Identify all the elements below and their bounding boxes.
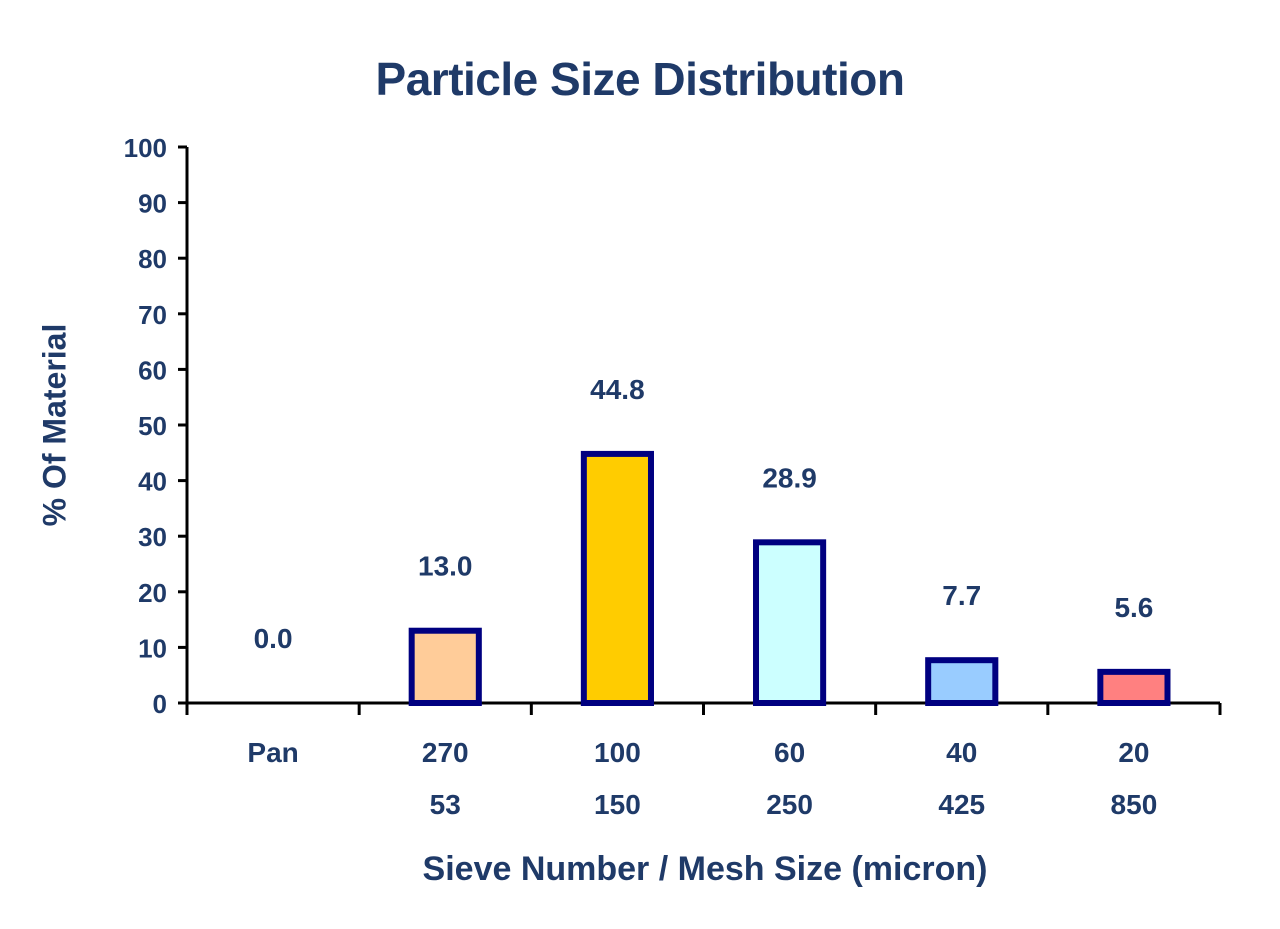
data-label: 0.0	[254, 623, 293, 654]
y-tick-label: 20	[138, 578, 167, 608]
x-tick-label-sieve: 40	[946, 737, 977, 768]
x-tick-label-sieve: 60	[774, 737, 805, 768]
x-tick-label-sieve: Pan	[247, 737, 298, 768]
bar	[580, 450, 654, 706]
data-label: 44.8	[590, 374, 645, 405]
data-label: 13.0	[418, 551, 473, 582]
x-tick-label-mesh: 250	[766, 789, 813, 820]
y-tick-label: 0	[153, 689, 167, 719]
data-label: 5.6	[1114, 592, 1153, 623]
x-tick-label-mesh: 850	[1111, 789, 1158, 820]
x-axis-label: Sieve Number / Mesh Size (micron)	[422, 850, 988, 888]
x-tick-label-mesh: 150	[594, 789, 641, 820]
y-tick-label: 50	[138, 411, 167, 441]
x-tick-label-sieve: 100	[594, 737, 641, 768]
y-tick-label: 60	[138, 355, 167, 385]
y-tick-label: 100	[124, 133, 167, 163]
chart-title: Particle Size Distribution	[375, 53, 905, 105]
x-tick-label-mesh: 425	[938, 789, 985, 820]
y-tick-label: 10	[138, 633, 167, 663]
bar	[925, 657, 999, 706]
bar	[408, 627, 482, 706]
bar	[753, 539, 827, 706]
y-tick-label: 40	[138, 467, 167, 497]
y-tick-label: 30	[138, 522, 167, 552]
data-label: 28.9	[762, 462, 817, 493]
y-tick-label: 70	[138, 300, 167, 330]
x-tick-label-sieve: 20	[1118, 737, 1149, 768]
y-tick-label: 90	[138, 189, 167, 219]
x-tick-label-mesh: 53	[430, 789, 461, 820]
x-tick-label-sieve: 270	[422, 737, 469, 768]
data-label: 7.7	[942, 580, 981, 611]
y-tick-label: 80	[138, 244, 167, 274]
bar	[1097, 668, 1171, 707]
